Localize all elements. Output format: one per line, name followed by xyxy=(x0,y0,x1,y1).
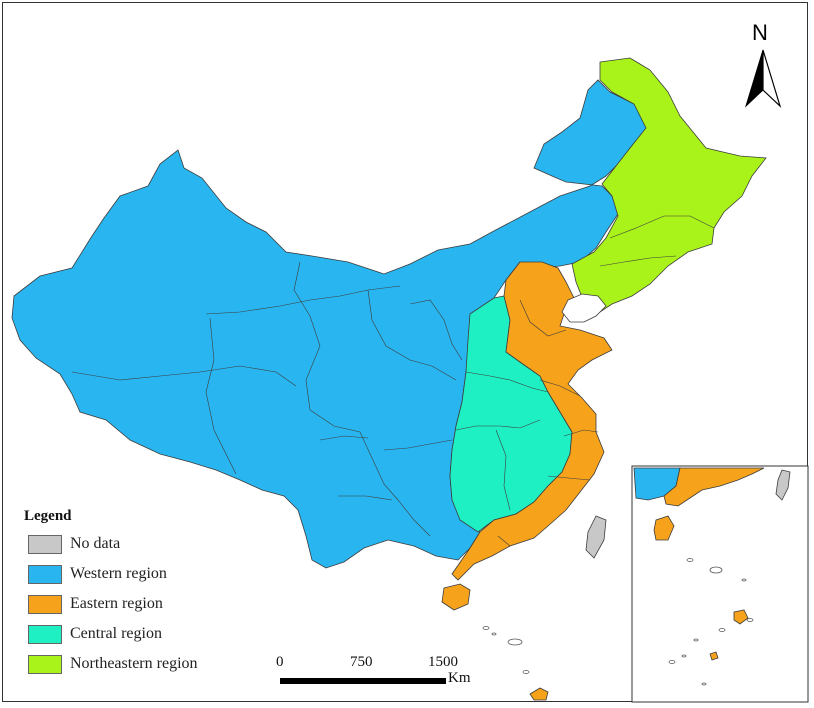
legend-item-no-data: No data xyxy=(24,533,254,563)
north-arrow-shape-light xyxy=(762,49,782,108)
legend-item-central: Central region xyxy=(24,623,254,653)
legend-swatch xyxy=(28,655,62,674)
inset-hainan xyxy=(653,515,675,541)
legend-swatch xyxy=(28,565,62,584)
inset-taiwan xyxy=(775,469,791,501)
legend-label: Northeastern region xyxy=(70,655,198,672)
legend-label: No data xyxy=(70,535,121,552)
inset-island-colored-2 xyxy=(709,651,719,661)
north-arrow: N xyxy=(742,20,786,112)
scale-tick-1500: 1500 xyxy=(428,654,458,670)
legend-title: Legend xyxy=(24,508,72,524)
bohai-sea xyxy=(561,293,607,323)
taiwan-island xyxy=(585,515,607,559)
legend-item-western: Western region xyxy=(24,563,254,593)
south-china-sea-inset xyxy=(631,465,809,703)
north-letter: N xyxy=(752,20,768,45)
legend-swatch xyxy=(28,625,62,644)
legend: Legend No data Western region Eastern re… xyxy=(24,508,254,683)
scale-tick-750: 750 xyxy=(350,654,373,670)
province-borders xyxy=(71,215,715,547)
inset-eastern-area xyxy=(663,467,765,507)
legend-swatch xyxy=(28,535,62,554)
inset-islands xyxy=(668,558,754,686)
legend-label: Eastern region xyxy=(70,595,163,612)
legend-label: Western region xyxy=(70,565,167,582)
legend-item-northeastern: Northeastern region xyxy=(24,653,254,683)
scale-bar-line xyxy=(280,678,446,684)
western-region-area xyxy=(11,79,649,569)
northeastern-region-area xyxy=(571,57,767,317)
south-sea-islands xyxy=(482,626,530,674)
legend-swatch xyxy=(28,595,62,614)
south-sea-island-colored xyxy=(529,687,549,701)
eastern-region-area xyxy=(451,261,613,581)
scale-tick-0: 0 xyxy=(276,654,284,670)
inset-island-colored xyxy=(733,609,749,625)
legend-label: Central region xyxy=(70,625,162,642)
hainan-island xyxy=(441,583,471,611)
scale-bar: 0 750 1500 Km xyxy=(272,654,482,690)
legend-item-eastern: Eastern region xyxy=(24,593,254,623)
scale-unit: Km xyxy=(448,670,471,686)
